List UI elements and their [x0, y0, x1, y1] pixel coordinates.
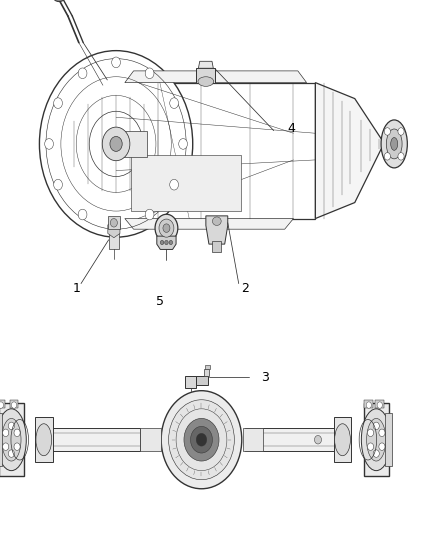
Ellipse shape — [169, 240, 173, 245]
Text: 1: 1 — [73, 282, 81, 295]
Polygon shape — [116, 83, 315, 219]
Bar — [108, 216, 120, 229]
Ellipse shape — [8, 422, 14, 430]
Ellipse shape — [110, 136, 122, 151]
Polygon shape — [125, 71, 307, 83]
Bar — [39, 428, 140, 451]
Polygon shape — [198, 61, 213, 68]
Polygon shape — [196, 376, 208, 385]
Ellipse shape — [391, 138, 398, 150]
Bar — [334, 417, 351, 462]
Ellipse shape — [112, 57, 120, 68]
Ellipse shape — [367, 443, 374, 450]
Bar — [385, 413, 392, 466]
Ellipse shape — [0, 402, 4, 408]
Polygon shape — [157, 236, 176, 249]
Ellipse shape — [373, 450, 379, 457]
Ellipse shape — [112, 220, 120, 231]
Bar — [375, 400, 384, 408]
Ellipse shape — [53, 179, 62, 190]
Ellipse shape — [8, 450, 14, 457]
Ellipse shape — [384, 128, 390, 135]
Ellipse shape — [169, 400, 234, 480]
Bar — [212, 241, 221, 252]
Ellipse shape — [0, 409, 26, 471]
Ellipse shape — [36, 424, 52, 456]
Ellipse shape — [335, 424, 350, 456]
Polygon shape — [131, 155, 241, 211]
Text: 5: 5 — [156, 295, 164, 308]
Bar — [245, 428, 346, 451]
Ellipse shape — [159, 219, 174, 237]
Ellipse shape — [3, 443, 9, 450]
Bar — [35, 417, 53, 462]
Bar — [205, 365, 210, 369]
Ellipse shape — [145, 68, 154, 78]
Ellipse shape — [379, 443, 385, 450]
Ellipse shape — [160, 240, 164, 245]
Bar — [0, 413, 2, 466]
Ellipse shape — [373, 422, 379, 430]
Polygon shape — [125, 219, 293, 229]
Text: 4: 4 — [287, 123, 295, 135]
Ellipse shape — [45, 139, 53, 149]
Ellipse shape — [78, 68, 87, 78]
Ellipse shape — [37, 48, 195, 240]
Bar — [0, 403, 24, 476]
Bar — [364, 400, 373, 408]
Ellipse shape — [381, 120, 407, 168]
Ellipse shape — [196, 433, 207, 446]
Ellipse shape — [367, 418, 386, 461]
Polygon shape — [204, 369, 209, 376]
Polygon shape — [315, 83, 396, 219]
Ellipse shape — [314, 435, 321, 444]
Ellipse shape — [14, 443, 20, 450]
Ellipse shape — [386, 129, 402, 159]
Ellipse shape — [398, 152, 404, 160]
Ellipse shape — [361, 409, 391, 471]
Ellipse shape — [161, 391, 242, 489]
Ellipse shape — [110, 219, 117, 227]
Ellipse shape — [212, 217, 221, 225]
Bar — [364, 403, 389, 476]
Ellipse shape — [163, 224, 170, 232]
Bar — [243, 428, 263, 451]
Bar — [10, 400, 18, 408]
Bar — [140, 428, 161, 451]
Polygon shape — [116, 131, 147, 157]
Polygon shape — [196, 68, 215, 83]
Ellipse shape — [179, 139, 187, 149]
Ellipse shape — [367, 429, 374, 437]
Ellipse shape — [39, 51, 193, 237]
Polygon shape — [108, 221, 120, 238]
Ellipse shape — [14, 429, 20, 437]
Ellipse shape — [165, 240, 168, 245]
Ellipse shape — [102, 127, 130, 161]
Ellipse shape — [145, 209, 154, 220]
Ellipse shape — [11, 402, 17, 408]
Ellipse shape — [184, 418, 219, 461]
Ellipse shape — [2, 418, 21, 461]
Ellipse shape — [53, 98, 62, 108]
Ellipse shape — [379, 429, 385, 437]
Ellipse shape — [170, 98, 179, 108]
Bar — [0, 400, 5, 408]
Ellipse shape — [155, 214, 178, 242]
Ellipse shape — [170, 179, 179, 190]
Text: 3: 3 — [261, 371, 268, 384]
Ellipse shape — [53, 0, 65, 2]
Ellipse shape — [377, 402, 382, 408]
Ellipse shape — [78, 209, 87, 220]
Ellipse shape — [366, 402, 371, 408]
Ellipse shape — [198, 77, 214, 86]
Ellipse shape — [3, 429, 9, 437]
Ellipse shape — [398, 128, 404, 135]
Bar — [185, 376, 196, 388]
Polygon shape — [206, 216, 228, 244]
Ellipse shape — [191, 426, 212, 453]
Text: 2: 2 — [241, 282, 249, 295]
Bar — [109, 229, 119, 249]
Ellipse shape — [384, 152, 390, 160]
